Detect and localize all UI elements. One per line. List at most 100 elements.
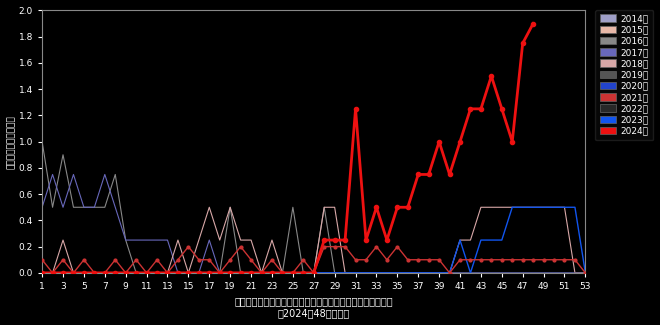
2021年 <box>581 271 589 275</box>
2018年 <box>581 271 589 275</box>
2024年 <box>383 238 391 242</box>
2019年 <box>184 271 192 275</box>
2022年 <box>362 271 370 275</box>
2021年 <box>383 258 391 262</box>
2023年 <box>38 271 46 275</box>
2024年 <box>352 107 360 111</box>
2021年 <box>404 258 412 262</box>
2019年 <box>352 271 360 275</box>
2017年 <box>414 271 422 275</box>
Line: 2018年: 2018年 <box>42 207 585 273</box>
2021年 <box>49 271 57 275</box>
2015年 <box>456 271 464 275</box>
2014年 <box>383 271 391 275</box>
2015年 <box>383 271 391 275</box>
2015年 <box>581 271 589 275</box>
2015年 <box>38 271 46 275</box>
2022年 <box>519 271 527 275</box>
2015年 <box>519 271 527 275</box>
2016年 <box>467 271 475 275</box>
2014年 <box>519 271 527 275</box>
2024年 <box>456 140 464 144</box>
2016年 <box>362 271 370 275</box>
2023年 <box>456 238 464 242</box>
Line: 2017年: 2017年 <box>42 175 585 273</box>
2020年 <box>581 271 589 275</box>
Line: 2023年: 2023年 <box>42 207 585 273</box>
2017年 <box>581 271 589 275</box>
2021年 <box>477 258 485 262</box>
2017年 <box>477 271 485 275</box>
2020年 <box>362 271 370 275</box>
2016年 <box>38 140 46 144</box>
2019年 <box>38 271 46 275</box>
2019年 <box>362 271 370 275</box>
2020年 <box>383 271 391 275</box>
2021年 <box>372 245 380 249</box>
2018年 <box>372 271 380 275</box>
2017年 <box>372 271 380 275</box>
2023年 <box>581 271 589 275</box>
2018年 <box>184 271 192 275</box>
2019年 <box>456 271 464 275</box>
2017年 <box>383 271 391 275</box>
2020年 <box>184 271 192 275</box>
2019年 <box>519 271 527 275</box>
Y-axis label: 定点当たり患者届出数: 定点当たり患者届出数 <box>7 115 16 169</box>
2020年 <box>38 271 46 275</box>
2022年 <box>581 271 589 275</box>
Line: 2016年: 2016年 <box>42 142 585 273</box>
2023年 <box>184 271 192 275</box>
2019年 <box>383 271 391 275</box>
2022年 <box>38 271 46 275</box>
2016年 <box>581 271 589 275</box>
2018年 <box>205 205 213 209</box>
2024年 <box>38 271 46 275</box>
2015年 <box>184 271 192 275</box>
2020年 <box>519 271 527 275</box>
2021年 <box>414 258 422 262</box>
Legend: 2014年, 2015年, 2016年, 2017年, 2018年, 2019年, 2020年, 2021年, 2022年, 2023年, 2024年: 2014年, 2015年, 2016年, 2017年, 2018年, 2019年… <box>595 10 653 140</box>
2017年 <box>174 271 182 275</box>
2015年 <box>352 271 360 275</box>
2014年 <box>456 271 464 275</box>
2023年 <box>352 271 360 275</box>
2014年 <box>184 271 192 275</box>
2018年 <box>362 271 370 275</box>
2021年 <box>184 245 192 249</box>
2024年 <box>184 271 192 275</box>
2022年 <box>184 271 192 275</box>
2016年 <box>529 271 537 275</box>
Line: 2021年: 2021年 <box>41 245 587 274</box>
2019年 <box>581 271 589 275</box>
2014年 <box>581 271 589 275</box>
2017年 <box>205 238 213 242</box>
2016年 <box>393 271 401 275</box>
2014年 <box>362 271 370 275</box>
2016年 <box>132 271 140 275</box>
2017年 <box>49 173 57 176</box>
2021年 <box>38 258 46 262</box>
2018年 <box>529 205 537 209</box>
2017年 <box>38 205 46 209</box>
2023年 <box>362 271 370 275</box>
2021年 <box>205 258 213 262</box>
2016年 <box>372 271 380 275</box>
2016年 <box>195 271 203 275</box>
2024年 <box>362 238 370 242</box>
2017年 <box>404 271 412 275</box>
X-axis label: 三重県のマイコプラズマ肺炎（基幹）定点当たり患者届出数
（2024年48週現在）: 三重県のマイコプラズマ肺炎（基幹）定点当たり患者届出数 （2024年48週現在） <box>234 296 393 318</box>
Line: 2024年: 2024年 <box>40 21 535 275</box>
2023年 <box>529 205 537 209</box>
2023年 <box>508 205 516 209</box>
2018年 <box>393 271 401 275</box>
2024年 <box>519 41 527 45</box>
2015年 <box>362 271 370 275</box>
2020年 <box>352 271 360 275</box>
2022年 <box>352 271 360 275</box>
2022年 <box>456 271 464 275</box>
2014年 <box>352 271 360 275</box>
2018年 <box>467 238 475 242</box>
2014年 <box>38 271 46 275</box>
2023年 <box>383 271 391 275</box>
